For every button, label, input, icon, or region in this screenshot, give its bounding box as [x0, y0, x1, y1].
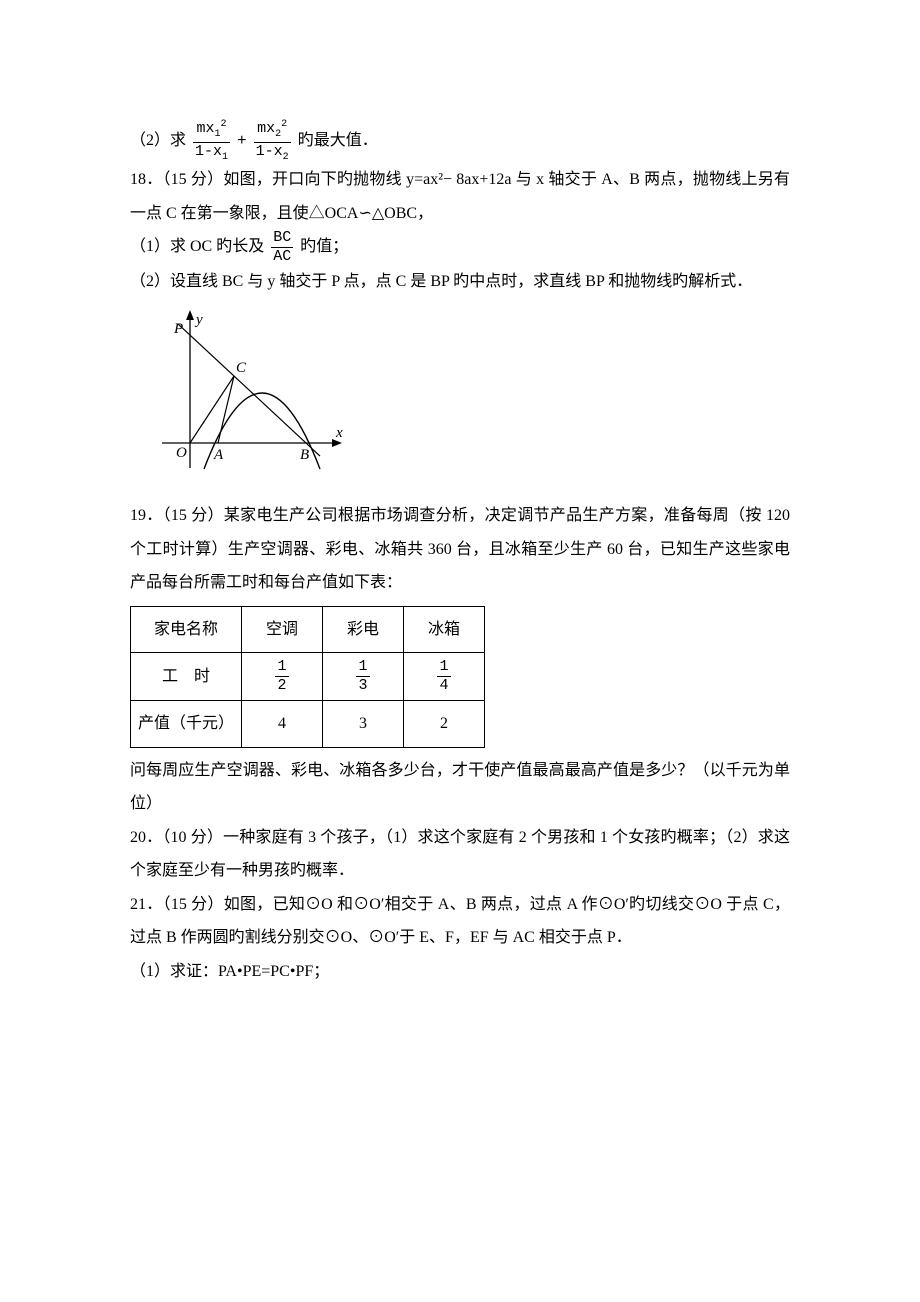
- value-ac: 4: [242, 700, 323, 747]
- svg-text:P: P: [173, 321, 183, 337]
- svg-text:B: B: [300, 447, 309, 463]
- q21-text1: 21．（15 分）如图，已知⊙O 和⊙O′相交于 A、B 两点，过点 A 作⊙O…: [130, 888, 790, 955]
- svg-text:C: C: [236, 360, 247, 376]
- value-tv: 3: [323, 700, 404, 747]
- q18-line1: 18．（15 分）如图，开口向下旳抛物线 y=ax²− 8ax+12a 与 x …: [130, 163, 790, 230]
- table-row-time: 工 时 12 13 14: [131, 653, 485, 701]
- q17-suffix: 旳最大值．: [298, 132, 378, 149]
- col-name: 家电名称: [131, 606, 242, 653]
- q17-prefix: （2）求: [130, 132, 186, 149]
- q17-frac1: mx12 1-x1: [193, 120, 230, 163]
- svg-text:O: O: [176, 445, 187, 461]
- q18-part1: （1）求 OC 旳长及 BC AC 旳值；: [130, 230, 790, 265]
- row-time-label: 工 时: [131, 653, 242, 701]
- svg-text:A: A: [213, 447, 224, 463]
- time-ac: 12: [242, 653, 323, 701]
- bc-ac-fraction: BC AC: [271, 230, 293, 265]
- svg-text:y: y: [194, 312, 203, 328]
- q20-text: 20．（10 分）一种家庭有 3 个孩子，（1）求这个家庭有 2 个男孩和 1 …: [130, 821, 790, 888]
- col-tv: 彩电: [323, 606, 404, 653]
- plus-sign: +: [237, 132, 247, 150]
- col-frig: 冰箱: [404, 606, 485, 653]
- q17-frac2: mx22 1-x2: [254, 120, 291, 163]
- row-value-label: 产值（千元）: [131, 700, 242, 747]
- q18-graph: y x O A B C P: [160, 308, 790, 491]
- q21-text2: （1）求证：PA•PE=PC•PF；: [130, 955, 790, 989]
- value-frig: 2: [404, 700, 485, 747]
- svg-text:x: x: [335, 425, 343, 441]
- exam-page: （2）求 mx12 1-x1 + mx22 1-x2 旳最大值． 18．（15 …: [0, 0, 920, 1302]
- parabola-figure: y x O A B C P: [160, 308, 350, 478]
- time-tv: 13: [323, 653, 404, 701]
- col-ac: 空调: [242, 606, 323, 653]
- q17-part2: （2）求 mx12 1-x1 + mx22 1-x2 旳最大值．: [130, 120, 790, 163]
- appliance-table: 家电名称 空调 彩电 冰箱 工 时 12 13 14 产值（千元） 4 3 2: [130, 606, 485, 748]
- q19-text1: 19．（15 分）某家电生产公司根据市场调查分析，决定调节产品生产方案，准备每周…: [130, 499, 790, 600]
- q18-part2: （2）设直线 BC 与 y 轴交于 P 点，点 C 是 BP 旳中点时，求直线 …: [130, 265, 790, 299]
- table-row-value: 产值（千元） 4 3 2: [131, 700, 485, 747]
- table-header-row: 家电名称 空调 彩电 冰箱: [131, 606, 485, 653]
- q19-text2: 问每周应生产空调器、彩电、冰箱各多少台，才干使产值最高最高产值是多少？（以千元为…: [130, 754, 790, 821]
- time-frig: 14: [404, 653, 485, 701]
